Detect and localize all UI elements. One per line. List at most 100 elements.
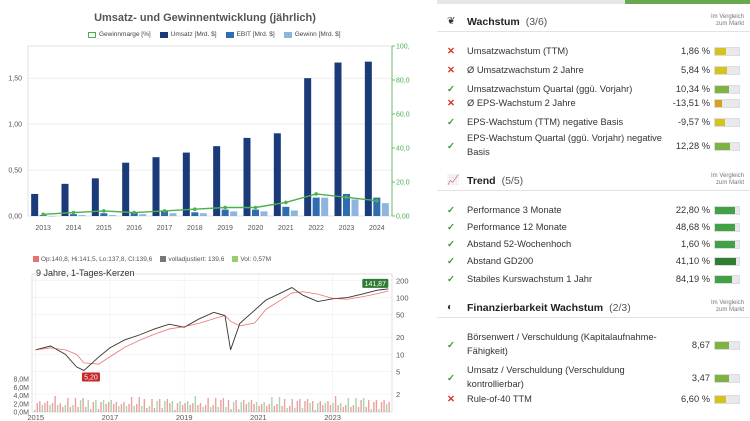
volume-bar [120,404,123,412]
high-label: 141,87 [365,281,387,288]
section-header[interactable]: ❦ Wachstum (3/6) Im Vergleich zum Markt [437,10,750,32]
bar-gewinn [48,216,56,217]
legend-item[interactable]: EBIT [Mrd. $] [225,31,275,38]
volume-bar [148,406,151,412]
volume-bar [59,403,61,412]
trend-chart-icon: 📈 [447,175,460,186]
y-left-tick: 1,50 [8,76,22,83]
criteria-row[interactable]: ✓ Börsenwert / Verschuldung (Kapitalaufna… [437,330,750,360]
criteria-row[interactable]: ✕ Ø Umsatzwachstum 2 Jahre 5,84 % [437,63,750,77]
volume-bar [217,407,219,412]
volume-bar [110,400,112,412]
legend-swatch [159,31,168,38]
compare-hint: Im Vergleich zum Markt [710,300,744,313]
y-left-tick: 0,50 [8,168,22,175]
criteria-row[interactable]: ✓ Stabiles Kurswachstum 1 Jahr 84,19 % [437,272,750,286]
section-header[interactable]: ◐ Finanzierbarkeit Wachstum (2/3) Im Vergle… [437,296,750,318]
criteria-row[interactable]: ✕ Ø EPS-Wachstum 2 Jahre -13,51 % [437,96,750,110]
margin-point [284,200,288,205]
bar-ebit [343,193,350,216]
volume-bar [215,398,217,412]
criteria-row[interactable]: ✕ Rule-of-40 TTM 6,60 % [437,392,750,406]
volume-bar [176,403,179,412]
volume-bar [304,401,306,412]
bar-umsatz [122,162,130,216]
volume-bar [174,410,176,412]
stock-y-tick: 200 [396,276,409,285]
y-right-tick: 80,00 [396,78,410,85]
volume-bar [306,399,309,412]
adjusted-readout: volladjustiert: 139,6 [160,256,224,263]
volume-bar [123,402,125,412]
volume-bar [44,403,46,412]
legend-swatch [225,31,234,38]
criteria-value: -13,51 % [672,97,710,108]
cross-icon: ✕ [447,393,455,405]
bar-ebit [312,197,320,216]
volume-bar [342,407,344,412]
stock-x-tick: 2015 [27,413,44,421]
legend-swatch [283,31,292,38]
criteria-label: Rule-of-40 TTM [467,394,532,404]
fundamental-chart[interactable]: 0,00 0,50 1,00 1,50 0,00 20,00 40,00 60,00 80,00… [0,40,410,250]
volume-bar [283,399,286,412]
volume-bar [192,403,194,412]
criteria-row[interactable]: ✓ Umsatz / Verschuldung (Verschuldung kon… [437,363,750,393]
y-left-tick: 1,00 [8,122,22,129]
criteria-row[interactable]: ✓ Performance 3 Monate 22,80 % [437,203,750,217]
compare-hint: Im Vergleich zum Markt [710,173,744,186]
volume-bar [309,403,311,412]
market-compare-bar [714,46,740,56]
volume-bar [151,399,153,412]
criteria-row[interactable]: ✓ EPS-Wachstum Quartal (ggü. Vorjahr) neg… [437,131,750,161]
bar-umsatz [213,146,221,216]
volume-bar [286,408,288,412]
fundamental-chart-legend[interactable]: Gewinnmarge [%] Umsatz [Mrd. $] EBIT [Mrd.… [88,31,341,38]
stock-price-chart[interactable]: 2 5 10 20 50 100 200 2015 2017 2019 2021 2023 0,0M 2,… [0,252,410,421]
legend-item[interactable]: Gewinn [Mrd. $] [283,31,341,38]
criteria-row[interactable]: ✓ Performance 12 Monate 48,68 % [437,220,750,234]
volume-readout: Vol: 0,57M [232,256,271,263]
legend-item[interactable]: Umsatz [Mrd. $] [159,31,217,38]
plot-area [27,45,393,217]
volume-bar [143,399,146,412]
bar-umsatz [243,137,251,216]
volume-bar [235,400,237,412]
bar-umsatz [182,152,190,216]
legend-label: Gewinn [Mrd. $] [294,31,341,38]
stock-x-tick: 2023 [324,413,341,421]
bar-ebit [282,206,290,216]
margin-point [41,212,45,217]
x-tick-label: 2016 [126,225,142,232]
check-icon: ✓ [447,204,455,216]
y-right-tick: 100,00 [396,44,410,51]
criteria-row[interactable]: ✕ Umsatzwachstum (TTM) 1,86 % [437,44,750,58]
market-compare-bar [714,222,740,232]
volume-bar [355,398,357,412]
volume-bar [79,400,82,412]
volume-bar [209,407,212,412]
stock-meta: Op:140,8, Hi:141,5, Lo:137,8, Cl:139,6 v… [33,256,271,263]
bar-umsatz [304,78,312,216]
market-compare-bar [714,117,740,127]
volume-bar [113,404,115,412]
x-tick-label: 2013 [35,225,51,232]
volume-bar [360,400,362,412]
bar-gewinn [321,197,329,216]
legend-item[interactable]: Gewinnmarge [%] [88,31,151,38]
criteria-row[interactable]: ✓ Abstand GD200 41,10 % [437,254,750,268]
volume-bar [350,407,352,412]
check-icon: ✓ [447,273,455,285]
criteria-row[interactable]: ✓ Abstand 52-Wochenhoch 1,60 % [437,237,750,251]
volume-bar [199,403,202,412]
volume-bar [232,402,235,412]
margin-point [102,209,106,213]
volume-bar [225,407,227,412]
market-compare-bar [714,394,740,404]
section-header[interactable]: 📈 Trend (5/5) Im Vergleich zum Markt [437,169,750,191]
criteria-label: Performance 12 Monate [467,222,567,232]
volume-tick: 4,0M [13,393,29,400]
market-compare-bar [714,373,740,383]
criteria-row[interactable]: ✓ EPS-Wachstum (TTM) negative Basis -9,57 … [437,115,750,129]
criteria-row[interactable]: ✓ Umsatzwachstum Quartal (ggü. Vorjahr) 10… [437,82,750,96]
